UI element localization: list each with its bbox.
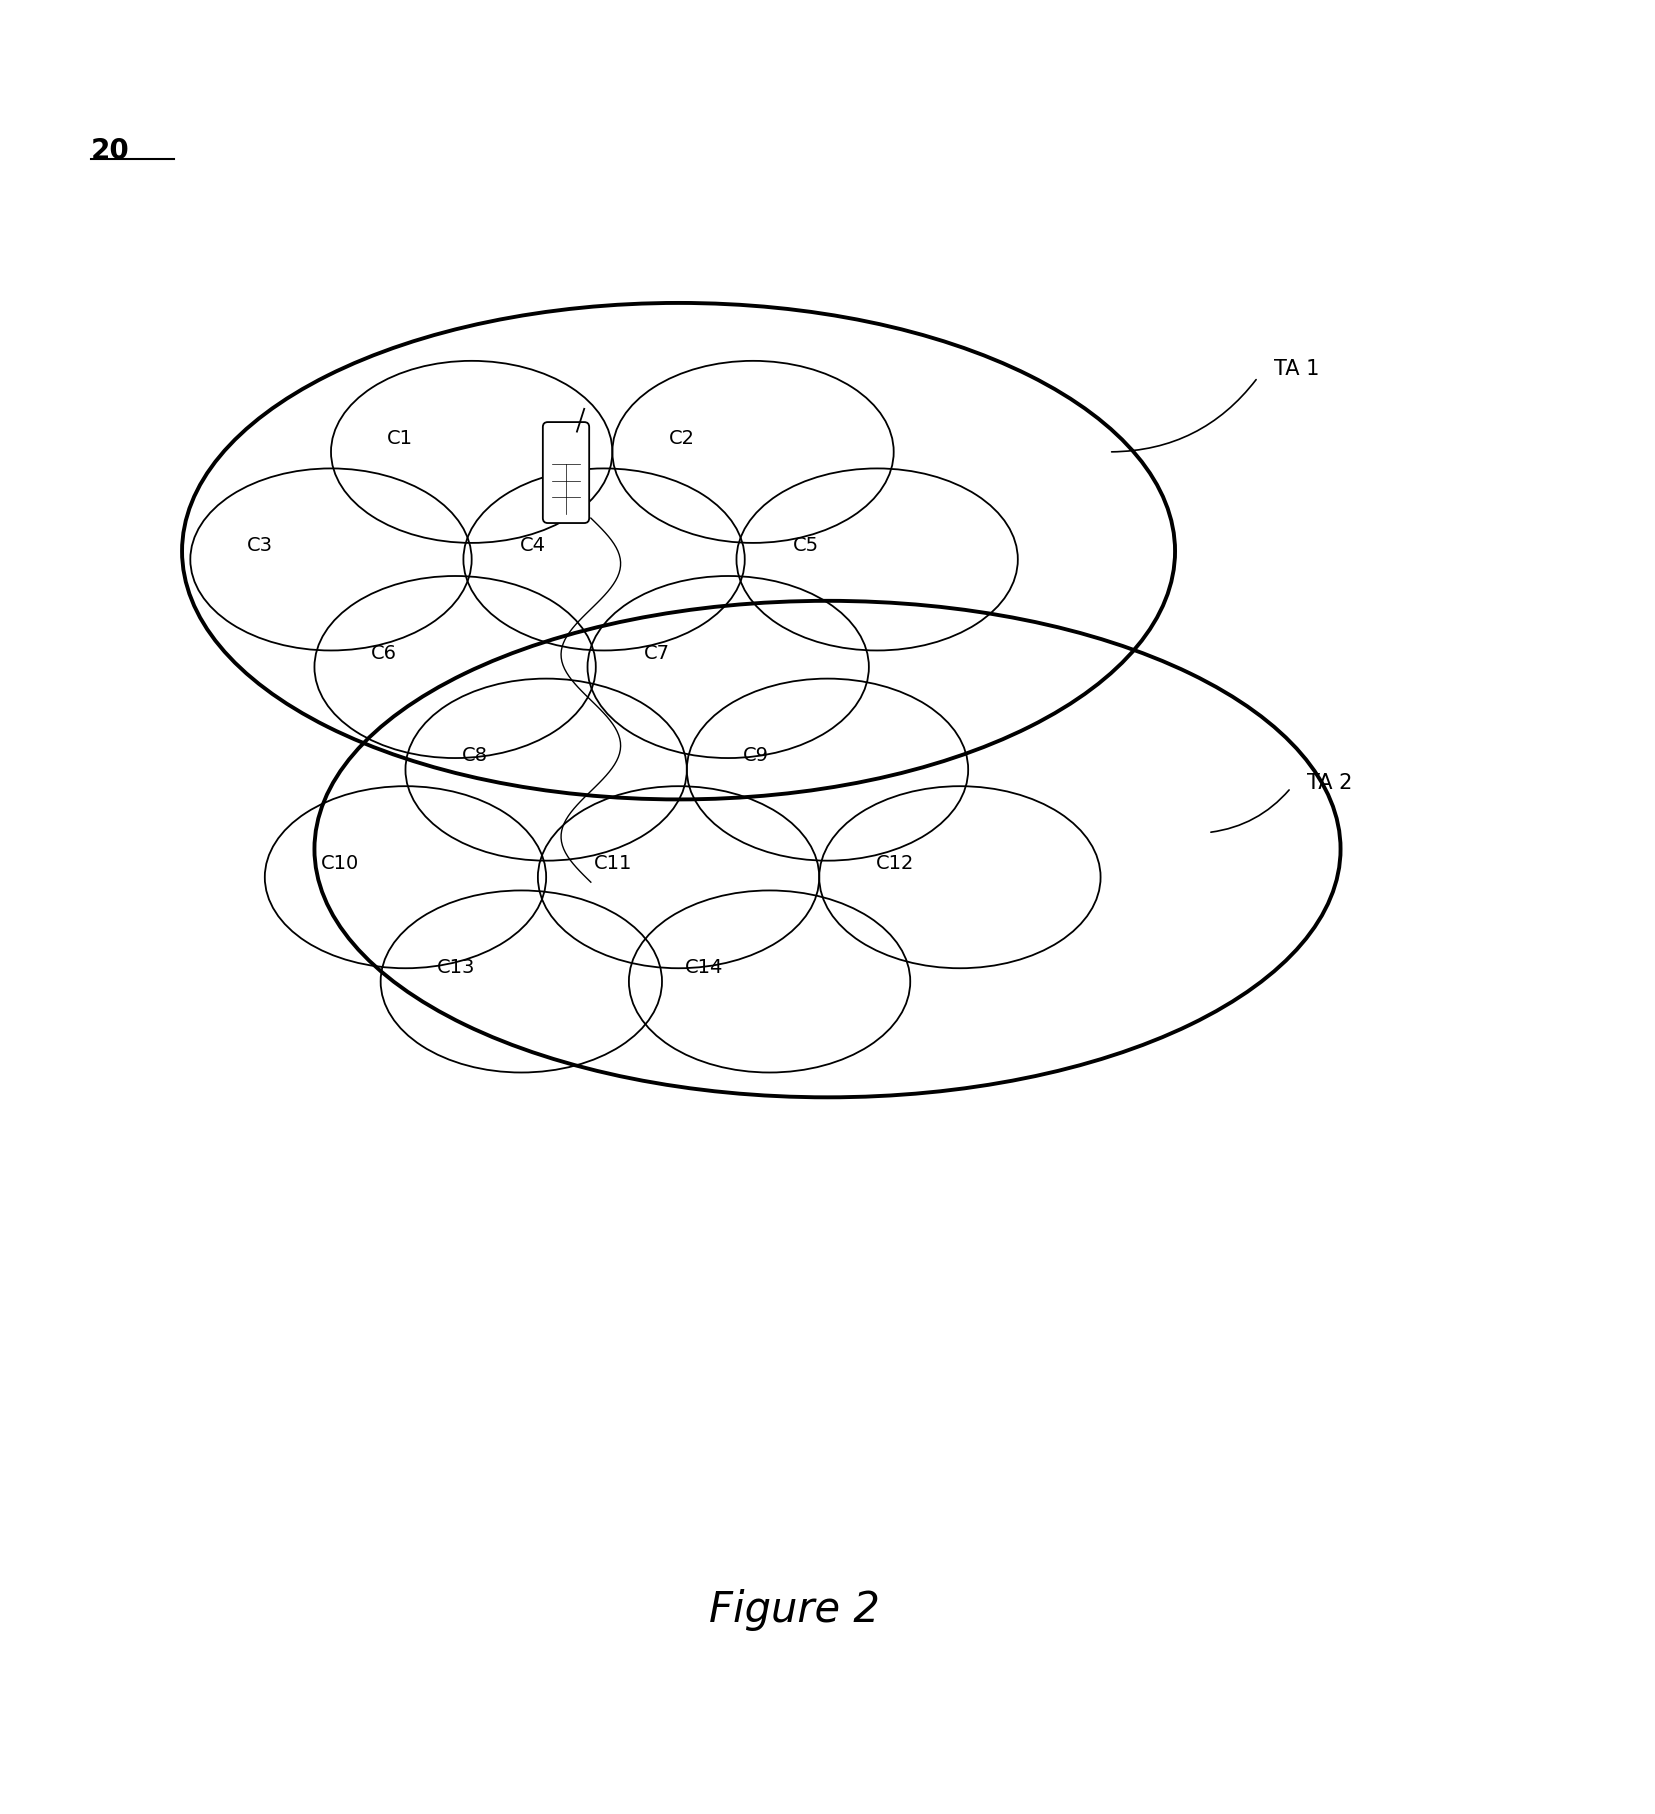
Text: C4: C4: [520, 537, 546, 555]
Text: Figure 2: Figure 2: [708, 1589, 880, 1631]
Text: C5: C5: [793, 537, 819, 555]
Text: C14: C14: [685, 958, 723, 978]
Text: C11: C11: [594, 854, 632, 873]
Text: C8: C8: [462, 747, 488, 766]
Text: 20: 20: [91, 138, 129, 165]
Text: C1: C1: [387, 428, 414, 448]
Text: C6: C6: [371, 644, 397, 662]
Text: C12: C12: [875, 854, 914, 873]
Text: TA 1: TA 1: [1274, 359, 1319, 379]
Text: TA 2: TA 2: [1307, 773, 1352, 793]
Text: C2: C2: [669, 428, 695, 448]
FancyBboxPatch shape: [543, 423, 589, 522]
Text: C3: C3: [247, 537, 273, 555]
Text: C13: C13: [437, 958, 475, 978]
Text: C9: C9: [743, 747, 770, 766]
Text: C7: C7: [644, 644, 670, 662]
Text: C10: C10: [321, 854, 359, 873]
